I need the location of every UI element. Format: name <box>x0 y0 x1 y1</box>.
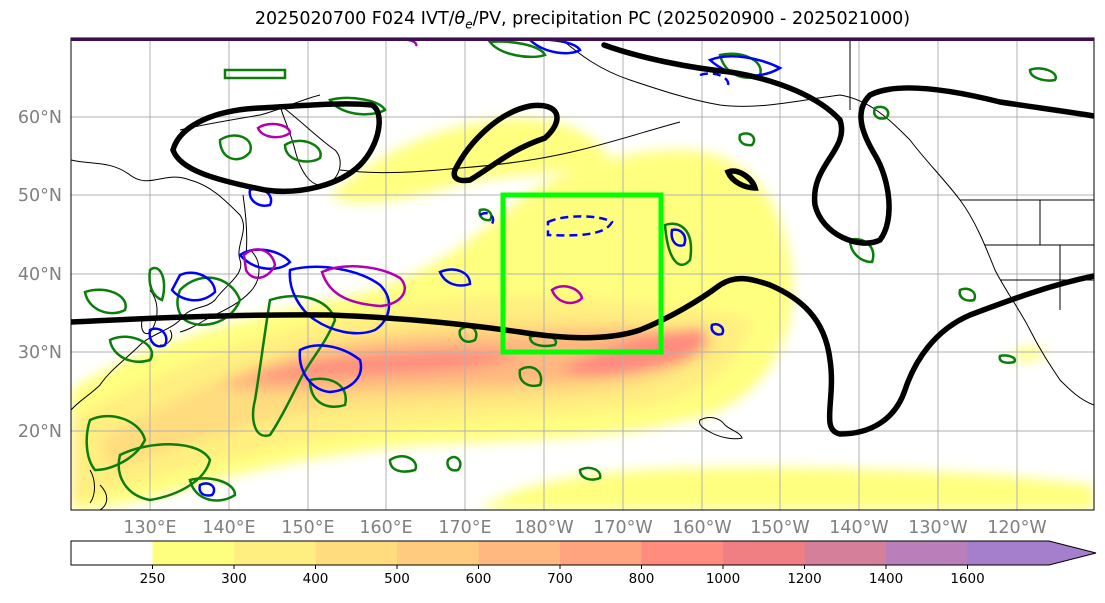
colorbar-tick-label: 300 <box>221 571 247 587</box>
japan-honshu <box>179 249 260 333</box>
target-region-box <box>500 192 664 355</box>
lon-label-160w: 160°W <box>672 518 731 538</box>
colorbar-tick-label: 1400 <box>869 571 903 587</box>
lat-label-40: 40°N <box>18 265 62 285</box>
coastlines <box>71 38 1094 510</box>
pv-negative-contours <box>479 72 730 237</box>
colorbar-segment <box>397 541 479 565</box>
theta-e-bering <box>170 101 382 195</box>
colorbar-segment <box>478 541 561 565</box>
colorbar-segment <box>152 541 235 565</box>
lon-label-150e: 150°E <box>281 518 334 538</box>
colorbar-tick-label: 1000 <box>706 571 740 587</box>
taiwan <box>89 469 95 504</box>
ivt-band-250-south <box>480 467 1094 510</box>
colorbar-segment <box>234 541 316 565</box>
theta-symbol: θ <box>454 9 466 29</box>
philippines <box>99 484 108 510</box>
colorbar-tick-label: 250 <box>140 571 166 587</box>
hawaii <box>699 417 743 440</box>
theta-e-small <box>724 168 759 191</box>
pv-special-contours <box>242 38 584 308</box>
figure-title: 2025020700 F024 IVT/θe/PV, precipitation… <box>254 9 911 32</box>
theta-e-gulf-loop <box>451 102 560 184</box>
lon-label-120w: 120°W <box>987 518 1046 538</box>
lat-label-30: 30°N <box>18 343 62 363</box>
state-borders <box>985 200 1094 310</box>
lon-label-150w: 150°W <box>750 518 809 538</box>
lon-label-130w: 130°W <box>908 518 967 538</box>
ivt-shading <box>71 118 1094 510</box>
longitude-labels: 130°E 140°E 150°E 160°E 170°E 180°W 170°… <box>123 518 1046 538</box>
colorbar: 250 300 400 500 600 700 800 1000 1200 1400 1600 <box>70 540 1097 587</box>
latitude-labels: 60°N 50°N 40°N 30°N 20°N <box>18 108 62 442</box>
colorbar-tick-label: 400 <box>303 571 329 587</box>
theta-e-alaska <box>601 42 1094 246</box>
lat-label-20: 20°N <box>18 422 62 442</box>
lat-label-50: 50°N <box>18 186 62 206</box>
colorbar-tick-label: 1600 <box>950 571 984 587</box>
ivt-band-800 <box>250 350 520 380</box>
lon-label-170e: 170°E <box>438 518 491 538</box>
colorbar-segment <box>967 541 1096 565</box>
colorbar-tick-label: 1200 <box>787 571 821 587</box>
ivt-band-250-eastcoast <box>1010 347 1046 361</box>
lon-label-140w: 140°W <box>829 518 888 538</box>
alaska-coast <box>559 38 1094 406</box>
lon-label-160e: 160°E <box>359 518 412 538</box>
sakhalin <box>242 194 248 256</box>
colorbar-tick-label: 800 <box>629 571 655 587</box>
colorbar-segment <box>641 541 724 565</box>
colorbar-outline <box>70 540 1097 566</box>
colorbar-tick-label: 500 <box>384 571 410 587</box>
theta-e-contours <box>71 42 1094 437</box>
colorbar-segment <box>71 541 153 565</box>
lon-label-130e: 130°E <box>123 518 176 538</box>
colorbar-segment <box>560 541 642 565</box>
colorbar-tick-label: 600 <box>466 571 492 587</box>
asia-coastline <box>71 159 245 411</box>
lon-label-170w: 170°W <box>593 518 652 538</box>
precipitation-contours <box>83 40 1058 502</box>
lon-label-140e: 140°E <box>202 518 255 538</box>
okhotsk-coast <box>179 94 321 131</box>
colorbar-segment <box>886 541 968 565</box>
theta-e-main-curve <box>71 273 1094 437</box>
map-top-edge <box>71 38 1094 41</box>
aleutians <box>339 121 681 174</box>
lat-label-60: 60°N <box>18 108 62 128</box>
colorbar-tick-label: 700 <box>547 571 573 587</box>
colorbar-segment <box>723 541 805 565</box>
colorbar-segment <box>315 541 398 565</box>
colorbar-segment <box>804 541 887 565</box>
theta-subscript: e <box>465 17 473 32</box>
lon-label-180w: 180°W <box>514 518 573 538</box>
